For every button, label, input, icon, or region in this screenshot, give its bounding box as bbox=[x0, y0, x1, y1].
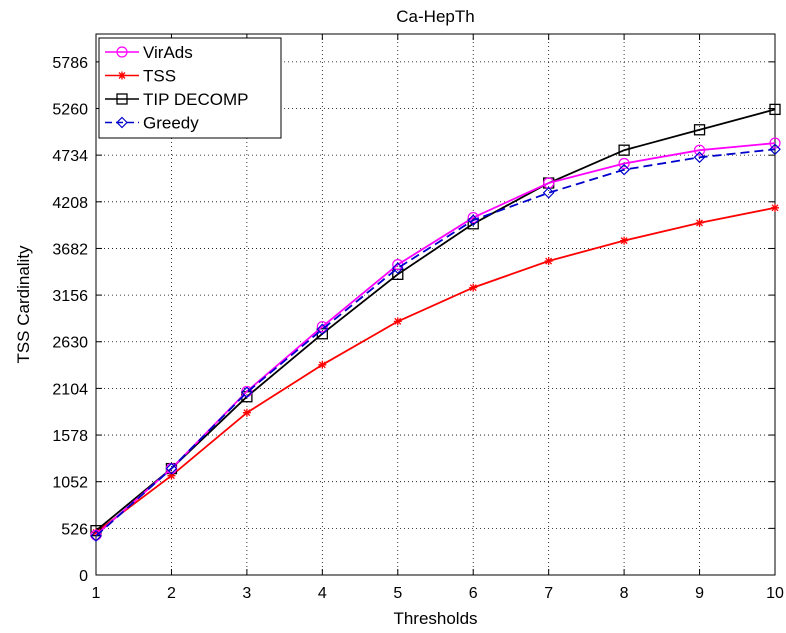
y-tick-label: 3156 bbox=[52, 288, 88, 305]
x-tick-label: 1 bbox=[92, 585, 101, 602]
series-tss bbox=[92, 203, 779, 537]
y-axis-title: TSS Cardinality bbox=[14, 245, 33, 364]
data-point bbox=[618, 163, 630, 176]
data-point bbox=[467, 214, 480, 227]
data-point bbox=[544, 257, 553, 266]
y-tick-label: 4734 bbox=[52, 148, 88, 165]
data-point bbox=[620, 236, 629, 245]
y-tick-label: 2104 bbox=[52, 381, 88, 398]
data-point bbox=[618, 157, 630, 170]
x-axis-title: Thresholds bbox=[393, 609, 477, 628]
data-point bbox=[693, 151, 706, 164]
x-tick-label: 4 bbox=[318, 585, 327, 602]
data-point bbox=[393, 317, 402, 326]
data-point bbox=[542, 186, 555, 199]
legend-label: Greedy bbox=[143, 114, 199, 133]
x-tick-label: 5 bbox=[393, 585, 402, 602]
x-tick-label: 8 bbox=[620, 585, 629, 602]
series-greedy bbox=[90, 143, 781, 542]
legend-marker bbox=[116, 116, 128, 129]
y-tick-label: 3682 bbox=[52, 241, 88, 258]
data-point bbox=[769, 137, 781, 149]
y-tick-label: 5786 bbox=[52, 55, 88, 72]
legend-marker bbox=[116, 93, 128, 105]
legend-item: TIP DECOMP bbox=[105, 90, 248, 109]
y-tick-label: 2630 bbox=[52, 335, 88, 352]
data-point bbox=[467, 218, 479, 230]
data-point bbox=[167, 471, 176, 480]
x-tick-label: 2 bbox=[167, 585, 176, 602]
data-point bbox=[242, 408, 251, 417]
series-line bbox=[95, 206, 776, 534]
legend-box bbox=[98, 37, 282, 139]
data-point bbox=[771, 203, 779, 212]
data-point bbox=[241, 386, 253, 399]
data-point bbox=[90, 530, 102, 542]
y-tick-label: 4208 bbox=[52, 195, 88, 212]
x-tick-label: 7 bbox=[544, 585, 553, 602]
x-tick-label: 3 bbox=[242, 585, 251, 602]
data-point bbox=[695, 218, 704, 227]
legend-marker bbox=[118, 71, 126, 80]
data-point bbox=[92, 528, 100, 537]
y-tick-label: 1052 bbox=[52, 475, 88, 492]
y-tick-label: 0 bbox=[79, 568, 88, 585]
legend: VirAds TSS TIP DECOMP Greedy bbox=[98, 37, 282, 139]
legend-label: VirAds bbox=[143, 43, 193, 62]
data-point bbox=[241, 385, 253, 398]
data-point bbox=[316, 321, 328, 333]
axis-ticks: 1 2 3 4 5 6 7 8 9 10 0 526 1052 1578 2104 2630 3156 3682 4… bbox=[52, 34, 784, 602]
legend-marker bbox=[116, 46, 128, 58]
legend-item: TSS bbox=[105, 67, 176, 86]
x-tick-label: 10 bbox=[766, 585, 784, 602]
data-point bbox=[318, 360, 327, 369]
data-point bbox=[316, 323, 329, 336]
data-point bbox=[90, 529, 102, 541]
series-group bbox=[90, 103, 781, 542]
series-line bbox=[95, 148, 776, 537]
y-tick-label: 526 bbox=[61, 521, 88, 538]
x-tick-label: 6 bbox=[469, 585, 478, 602]
x-tick-label: 9 bbox=[695, 585, 704, 602]
data-point bbox=[693, 144, 706, 156]
legend-label: TIP DECOMP bbox=[143, 90, 248, 109]
y-tick-label: 1578 bbox=[52, 428, 88, 445]
legend-label: TSS bbox=[143, 67, 176, 86]
legend-item: VirAds bbox=[105, 43, 193, 62]
data-point bbox=[769, 103, 781, 116]
data-point bbox=[165, 462, 178, 475]
data-point bbox=[469, 283, 478, 292]
series-line bbox=[95, 108, 776, 532]
data-point bbox=[693, 124, 706, 136]
data-point bbox=[618, 144, 630, 156]
data-point bbox=[769, 143, 781, 156]
chart-title: Ca-HepTh bbox=[396, 7, 474, 26]
y-tick-label: 5260 bbox=[52, 101, 88, 118]
data-point bbox=[391, 262, 404, 274]
legend-item: Greedy bbox=[105, 114, 199, 133]
